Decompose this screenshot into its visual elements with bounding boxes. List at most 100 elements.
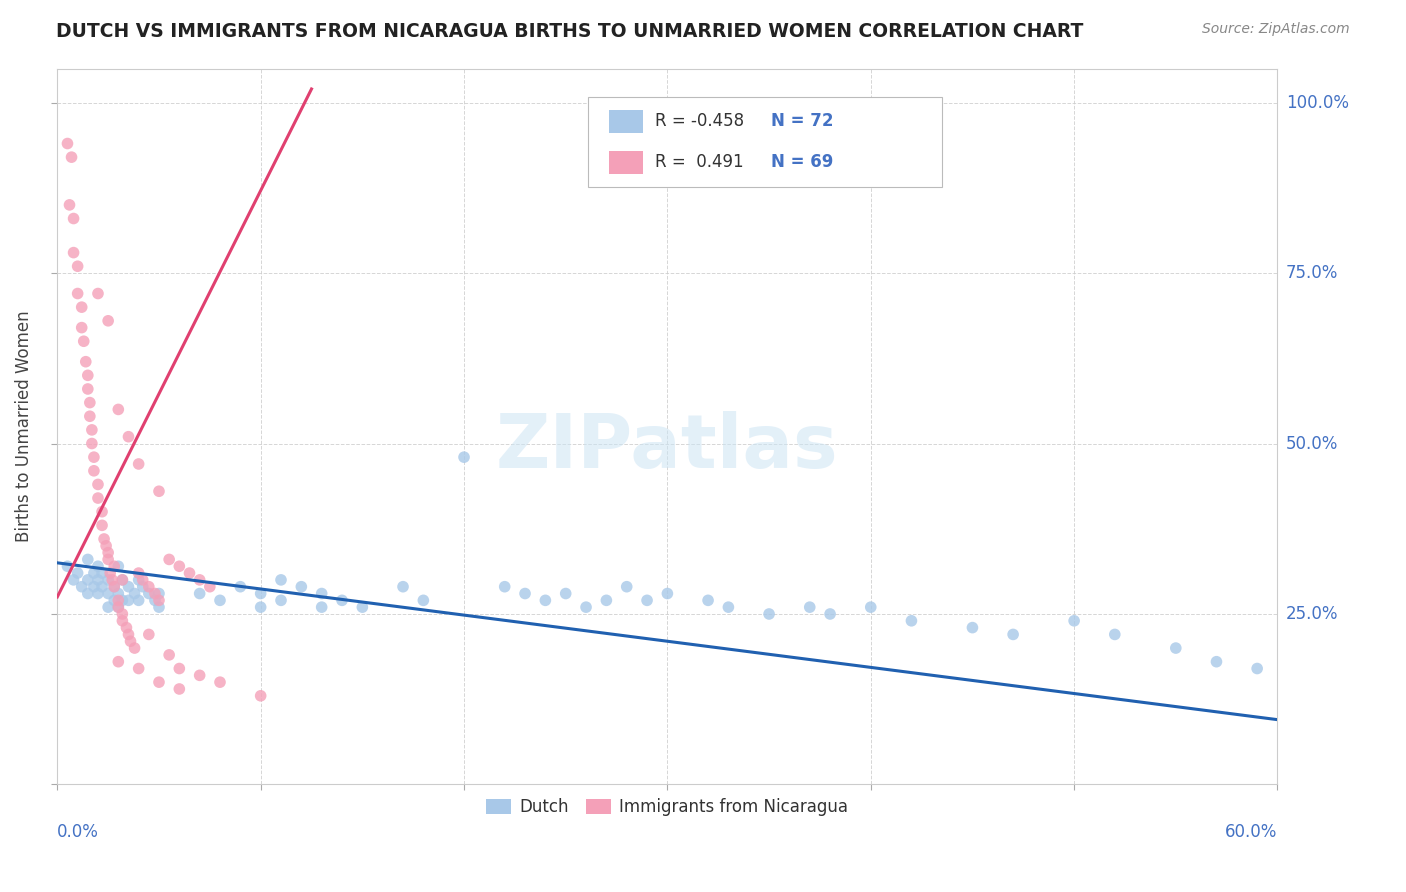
- Point: [148, 484, 170, 499]
- FancyBboxPatch shape: [588, 97, 942, 186]
- Text: N = 69: N = 69: [770, 153, 834, 171]
- Point: [56, 559, 79, 574]
- Point: [188, 573, 211, 587]
- Point: [128, 593, 150, 607]
- Point: [66, 566, 89, 580]
- Text: 60.0%: 60.0%: [1225, 823, 1278, 841]
- Point: [249, 689, 271, 703]
- Point: [76, 368, 98, 383]
- Point: [636, 593, 658, 607]
- Point: [132, 573, 155, 587]
- Point: [1104, 627, 1126, 641]
- Point: [103, 559, 125, 574]
- Point: [87, 286, 110, 301]
- Point: [595, 593, 617, 607]
- Legend: Dutch, Immigrants from Nicaragua: Dutch, Immigrants from Nicaragua: [479, 791, 855, 822]
- Point: [179, 566, 201, 580]
- Point: [87, 477, 110, 491]
- Point: [83, 464, 105, 478]
- Text: N = 72: N = 72: [770, 112, 834, 130]
- Point: [66, 259, 89, 273]
- Point: [117, 627, 139, 641]
- Point: [124, 641, 146, 656]
- Point: [70, 300, 93, 314]
- Point: [94, 539, 117, 553]
- Point: [62, 245, 84, 260]
- Point: [758, 607, 780, 621]
- Point: [107, 655, 129, 669]
- Point: [270, 573, 292, 587]
- Point: [97, 586, 120, 600]
- Point: [111, 573, 134, 587]
- Point: [76, 586, 98, 600]
- Point: [311, 600, 333, 615]
- Point: [91, 518, 114, 533]
- Point: [143, 586, 166, 600]
- Point: [97, 600, 120, 615]
- Point: [80, 423, 103, 437]
- Point: [554, 586, 576, 600]
- Point: [534, 593, 557, 607]
- Point: [115, 621, 138, 635]
- Point: [157, 552, 180, 566]
- Text: 25.0%: 25.0%: [1286, 605, 1339, 623]
- Point: [56, 136, 79, 151]
- Point: [169, 661, 191, 675]
- Point: [107, 600, 129, 615]
- Point: [1164, 641, 1187, 656]
- Point: [453, 450, 475, 465]
- Point: [97, 314, 120, 328]
- Point: [188, 586, 211, 600]
- Point: [97, 573, 120, 587]
- Point: [1002, 627, 1025, 641]
- Point: [143, 593, 166, 607]
- Text: Source: ZipAtlas.com: Source: ZipAtlas.com: [1202, 22, 1350, 37]
- Point: [111, 593, 134, 607]
- Point: [58, 198, 80, 212]
- Y-axis label: Births to Unmarried Women: Births to Unmarried Women: [15, 310, 32, 542]
- Text: R =  0.491: R = 0.491: [655, 153, 744, 171]
- Point: [70, 580, 93, 594]
- Point: [352, 600, 374, 615]
- Point: [148, 586, 170, 600]
- Point: [87, 573, 110, 587]
- Point: [117, 593, 139, 607]
- Point: [290, 580, 312, 594]
- Point: [91, 505, 114, 519]
- Point: [128, 573, 150, 587]
- Point: [83, 566, 105, 580]
- Point: [900, 614, 922, 628]
- Point: [148, 600, 170, 615]
- Point: [717, 600, 740, 615]
- Point: [148, 675, 170, 690]
- Point: [128, 566, 150, 580]
- Point: [103, 580, 125, 594]
- Point: [138, 580, 160, 594]
- Point: [111, 614, 134, 628]
- Text: 100.0%: 100.0%: [1286, 94, 1348, 112]
- Point: [97, 546, 120, 560]
- Point: [76, 573, 98, 587]
- Bar: [609, 151, 643, 174]
- Point: [249, 586, 271, 600]
- Point: [107, 600, 129, 615]
- Point: [107, 586, 129, 600]
- Point: [107, 402, 129, 417]
- Point: [91, 566, 114, 580]
- Point: [111, 573, 134, 587]
- Point: [697, 593, 720, 607]
- Text: 75.0%: 75.0%: [1286, 264, 1339, 282]
- Point: [799, 600, 821, 615]
- Point: [657, 586, 679, 600]
- Point: [101, 573, 124, 587]
- Point: [60, 150, 83, 164]
- Point: [188, 668, 211, 682]
- Point: [962, 621, 984, 635]
- Point: [128, 661, 150, 675]
- Point: [107, 559, 129, 574]
- Point: [66, 286, 89, 301]
- Point: [157, 648, 180, 662]
- Point: [103, 580, 125, 594]
- Point: [83, 580, 105, 594]
- Point: [76, 552, 98, 566]
